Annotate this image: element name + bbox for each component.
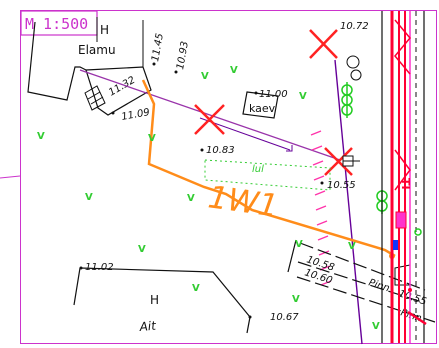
arrow-head-icon (286, 145, 293, 152)
elevation-label: 10.67 (270, 312, 299, 323)
building-outline (27, 21, 87, 101)
stairs-icon (84, 85, 106, 111)
removal-cross-icon (309, 29, 338, 59)
svg-text:V: V (192, 283, 200, 294)
elevation-label: 10.93 (175, 40, 191, 70)
spot-height-point (200, 148, 204, 152)
water-mark: TI (399, 178, 412, 190)
svg-text:V: V (201, 71, 209, 82)
bush-icon (346, 55, 362, 81)
spot-height-point (79, 266, 83, 270)
svg-text:V: V (295, 239, 303, 250)
svg-text:V: V (187, 193, 195, 204)
elevation-label: 11.00 (259, 89, 288, 100)
utility-line-purple-vertical (334, 59, 363, 345)
svg-text:V: V (148, 133, 156, 144)
spot-height-point (254, 91, 258, 95)
spot-height-point (174, 70, 178, 74)
well-box (242, 91, 279, 119)
spot-height-point (248, 315, 252, 319)
corner-link (407, 310, 427, 326)
building-letter: H (100, 23, 109, 37)
svg-text:V: V (138, 244, 146, 255)
structure-label: Pinn (367, 277, 391, 294)
svg-text:V: V (37, 131, 45, 142)
outbuilding-outline (79, 267, 251, 318)
spot-height-point (320, 181, 324, 185)
building-label: Elamu (78, 43, 116, 57)
manhole-icon (395, 211, 407, 229)
road-edge-solid (287, 239, 297, 273)
utility-line-purple (79, 69, 341, 161)
frame-tick (0, 175, 21, 179)
outbuilding-outline (246, 316, 251, 334)
valve-icon (393, 240, 398, 250)
elevation-label: 11.09 (121, 107, 151, 123)
building-wing (85, 66, 152, 116)
pipe-annotation (394, 19, 411, 191)
route-line (141, 79, 396, 258)
svg-text:V: V (348, 241, 356, 252)
elevation-label: 11.45 (150, 32, 166, 62)
svg-text:V: V (299, 91, 307, 102)
junction-point (408, 288, 412, 292)
outbuilding-letter: H (150, 293, 159, 307)
spot-height-point (152, 62, 156, 66)
removal-cross-icon (324, 147, 353, 176)
svg-text:V: V (230, 65, 238, 76)
elevation-label: 10.83 (206, 145, 235, 156)
green-area-mark: lul (252, 164, 264, 175)
grass-marks: V V V V V V V V V V V V V (37, 65, 380, 332)
outbuilding-outline (73, 267, 81, 306)
tree-icon (341, 82, 353, 118)
map-frame (20, 10, 437, 344)
removal-cross-icon (194, 104, 225, 135)
scale-label: M 1:500 (25, 15, 88, 33)
outbuilding-label: Ait (138, 319, 158, 335)
svg-text:V: V (85, 192, 93, 203)
elevation-label: 10.55 (327, 180, 356, 191)
well-label: kaev (249, 102, 276, 115)
svg-text:V: V (292, 294, 300, 305)
route-label: 1W1 (206, 179, 280, 224)
svg-text:V: V (372, 321, 380, 332)
corner-structure (394, 264, 411, 286)
elevation-label: 10.72 (340, 21, 369, 32)
structure-label: Pinn (399, 307, 423, 324)
elevation-label: 11.02 (85, 262, 114, 273)
spot-height-point (111, 111, 115, 115)
elevation-label: 10.55 (397, 288, 428, 307)
hydrant-icon (414, 228, 422, 236)
